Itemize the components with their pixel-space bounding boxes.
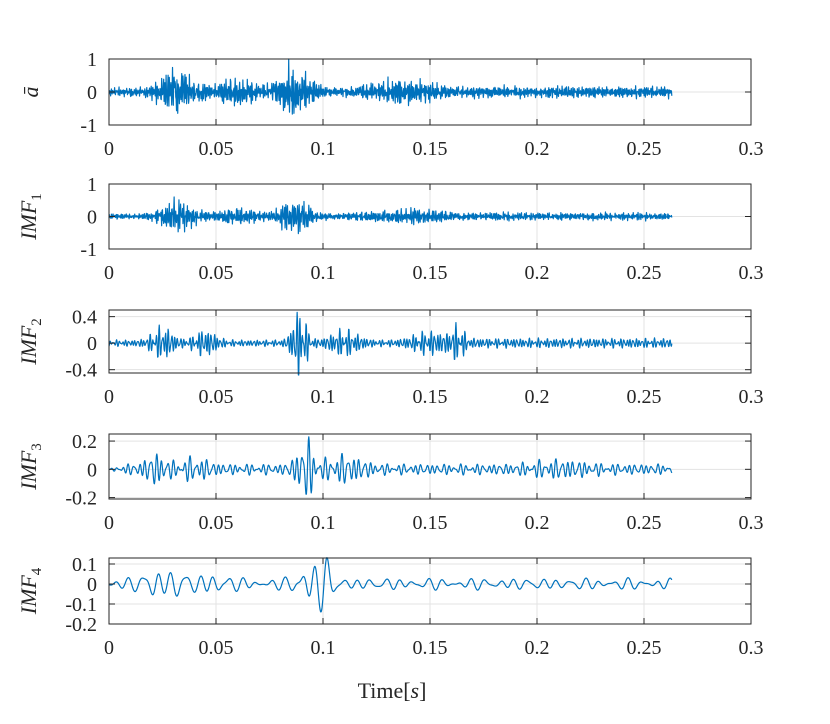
y-axis-label: ā [18,87,43,98]
y-tick-label: -0.2 [65,488,97,510]
x-tick-label: 0.05 [199,637,234,659]
y-tick-label: 1 [87,174,97,196]
signal-line-3 [108,311,673,376]
x-tick-label: 0 [104,386,114,408]
x-tick-label: 0.3 [739,637,764,659]
x-axis-label-close-bracket: ] [419,678,426,703]
x-tick-label: 0.05 [199,262,234,284]
x-tick-label: 0.05 [199,138,234,160]
x-tick-label: 0.15 [413,386,448,408]
y-axis-label: IMF3 [16,443,45,491]
x-tick-label: 0.25 [627,512,662,534]
x-tick-label: 0.15 [413,512,448,534]
x-tick-label: 0 [104,512,114,534]
y-tick-label: -0.1 [65,594,97,616]
y-axis-label: IMF1 [16,193,45,241]
x-tick-label: 0.3 [739,262,764,284]
x-tick-label: 0 [104,637,114,659]
x-tick-label: 0.15 [413,637,448,659]
x-tick-label: 0.15 [413,138,448,160]
x-tick-label: 0 [104,138,114,160]
x-tick-label: 0.1 [311,637,336,659]
x-axis-label: Time[s] [358,678,427,703]
signal-line-2 [108,196,673,235]
x-tick-label: 0.25 [627,637,662,659]
x-tick-label: 0.1 [311,138,336,160]
x-tick-label: 0.05 [199,386,234,408]
subplot-2: 0 0.05 0.1 0.15 0.2 0.25 0.3 -1 0 1 IMF1 [16,174,764,284]
x-axis-label-base: Time [358,678,404,703]
signal-line-1 [108,58,673,115]
y-tick-label: -0.4 [65,360,97,382]
y-axis-label: IMF4 [16,567,45,615]
x-tick-label: 0.2 [525,637,550,659]
y-tick-label: 1 [87,49,97,71]
x-axis-label-unit: s [411,678,420,703]
y-tick-label: 0.4 [72,307,97,329]
y-tick-label: 0.1 [72,554,97,576]
x-tick-label: 0.25 [627,262,662,284]
x-tick-label: 0 [104,262,114,284]
y-tick-label: 0.2 [72,431,97,453]
subplot-1: 0 0.05 0.1 0.15 0.2 0.25 0.3 -1 0 1 ā [18,49,764,160]
signal-line-5 [108,556,673,613]
x-tick-label: 0.25 [627,386,662,408]
y-axis-label: IMF2 [16,318,45,366]
subplot-4: 0 0.05 0.1 0.15 0.2 0.25 0.3 0.2 0 -0.2 IMF3 [16,431,764,534]
x-tick-label: 0.2 [525,138,550,160]
x-tick-label: 0.3 [739,138,764,160]
x-tick-label: 0.2 [525,262,550,284]
x-tick-label: 0.05 [199,512,234,534]
x-axis-label-open-bracket: [ [403,678,410,703]
x-tick-label: 0.1 [311,262,336,284]
x-tick-label: 0.3 [739,512,764,534]
y-tick-label: 0 [87,333,97,355]
x-tick-label: 0.25 [627,138,662,160]
x-tick-label: 0.2 [525,386,550,408]
y-tick-label: 0 [87,207,97,229]
y-tick-label: -0.2 [65,614,97,636]
y-tick-label: -1 [80,115,97,137]
x-tick-label: 0.15 [413,262,448,284]
x-tick-label: 0.1 [311,386,336,408]
signal-line-4 [108,436,673,495]
x-tick-label: 0.1 [311,512,336,534]
y-tick-label: 0 [87,459,97,481]
y-tick-label: -1 [80,239,97,261]
subplot-3: 0 0.05 0.1 0.15 0.2 0.25 0.3 0.4 0 -0.4 IMF2 [16,307,764,408]
y-tick-label: 0 [87,574,97,596]
x-tick-label: 0.2 [525,512,550,534]
y-tick-label: 0 [87,82,97,104]
x-tick-label: 0.3 [739,386,764,408]
